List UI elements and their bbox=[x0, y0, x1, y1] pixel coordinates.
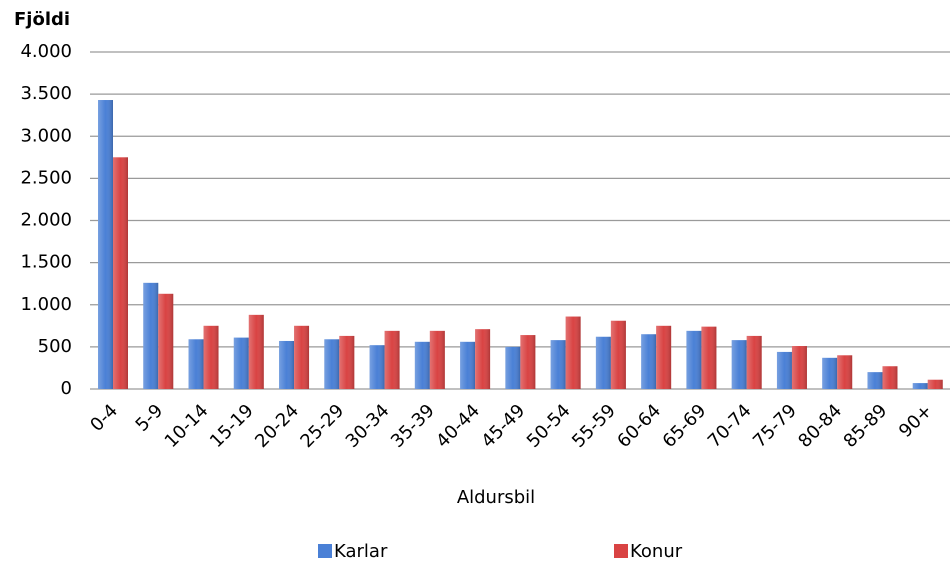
x-tick-label: 35-39 bbox=[387, 400, 439, 452]
bar-shade bbox=[776, 351, 792, 389]
legend-swatch bbox=[318, 544, 332, 558]
bar-shade bbox=[641, 334, 657, 389]
bar-shade bbox=[294, 325, 310, 389]
x-tick-label: 20-24 bbox=[251, 400, 303, 452]
bar-shade bbox=[837, 355, 853, 389]
legend-label: Konur bbox=[630, 541, 683, 562]
x-tick-label: 10-14 bbox=[161, 400, 213, 452]
bar-shade bbox=[550, 340, 566, 389]
x-axis-title: Aldursbil bbox=[457, 487, 535, 508]
y-axis-title: Fjöldi bbox=[14, 9, 70, 30]
y-tick-label: 3.500 bbox=[20, 83, 72, 104]
bar-shade bbox=[791, 346, 807, 389]
x-tick-label: 90+ bbox=[895, 400, 937, 442]
y-tick-label: 3.000 bbox=[20, 125, 72, 146]
x-tick-label: 60-64 bbox=[613, 400, 665, 452]
bar-shade bbox=[882, 366, 898, 389]
bar-shade bbox=[656, 325, 672, 389]
x-tick-label: 45-49 bbox=[477, 400, 529, 452]
bar-shade bbox=[927, 379, 943, 389]
y-tick-label: 2.000 bbox=[20, 210, 72, 231]
bar-shade bbox=[279, 340, 295, 389]
x-tick-label: 50-54 bbox=[523, 400, 575, 452]
y-tick-label: 1.500 bbox=[20, 252, 72, 273]
y-tick-label: 500 bbox=[38, 336, 72, 357]
legend-swatch bbox=[614, 544, 628, 558]
bar-shade bbox=[746, 335, 762, 389]
bar-shade bbox=[475, 329, 491, 389]
x-tick-label: 25-29 bbox=[296, 400, 348, 452]
bar-shade bbox=[610, 320, 626, 389]
bar-shade bbox=[520, 335, 536, 389]
bar-shade bbox=[98, 100, 113, 390]
x-tick-label: 55-59 bbox=[568, 400, 620, 452]
legend-label: Karlar bbox=[334, 541, 388, 562]
bar-shade bbox=[158, 293, 174, 389]
x-tick-label: 65-69 bbox=[659, 400, 711, 452]
bar-shade bbox=[867, 372, 883, 389]
bar-shade bbox=[912, 383, 928, 389]
x-tick-label: 30-34 bbox=[342, 400, 394, 452]
bar-shade bbox=[414, 341, 430, 389]
x-tick-label: 70-74 bbox=[704, 400, 756, 452]
y-tick-label: 2.500 bbox=[20, 167, 72, 188]
bar-shade bbox=[143, 282, 159, 389]
bar-shade bbox=[203, 325, 219, 389]
bar-shade bbox=[384, 330, 400, 389]
bar-shade bbox=[369, 345, 385, 389]
x-tick-label: 15-19 bbox=[206, 400, 258, 452]
y-tick-label: 4.000 bbox=[20, 41, 72, 62]
x-tick-label: 85-89 bbox=[840, 400, 892, 452]
bar-shade bbox=[460, 341, 476, 389]
x-tick-label: 75-79 bbox=[749, 400, 801, 452]
bar-shade bbox=[595, 336, 611, 389]
bar-shade bbox=[233, 337, 249, 389]
bar-shade bbox=[565, 316, 581, 389]
bar-shade bbox=[701, 326, 717, 389]
bar-shade bbox=[505, 346, 521, 389]
x-tick-label: 40-44 bbox=[432, 400, 484, 452]
bar-shade bbox=[429, 330, 445, 389]
y-tick-label: 1.000 bbox=[20, 294, 72, 315]
bar-shade bbox=[731, 340, 747, 389]
x-tick-label: 80-84 bbox=[794, 400, 846, 452]
y-tick-label: 0 bbox=[61, 378, 72, 399]
bar-shade bbox=[188, 339, 204, 389]
bar-shade bbox=[339, 335, 355, 389]
x-tick-label: 0-4 bbox=[86, 400, 122, 436]
bar-shade bbox=[248, 314, 264, 389]
bar-shade bbox=[113, 157, 128, 389]
bar-shade bbox=[686, 330, 702, 389]
x-tick-label: 5-9 bbox=[132, 400, 168, 436]
bar-shade bbox=[822, 357, 838, 389]
bar-shade bbox=[324, 339, 340, 389]
